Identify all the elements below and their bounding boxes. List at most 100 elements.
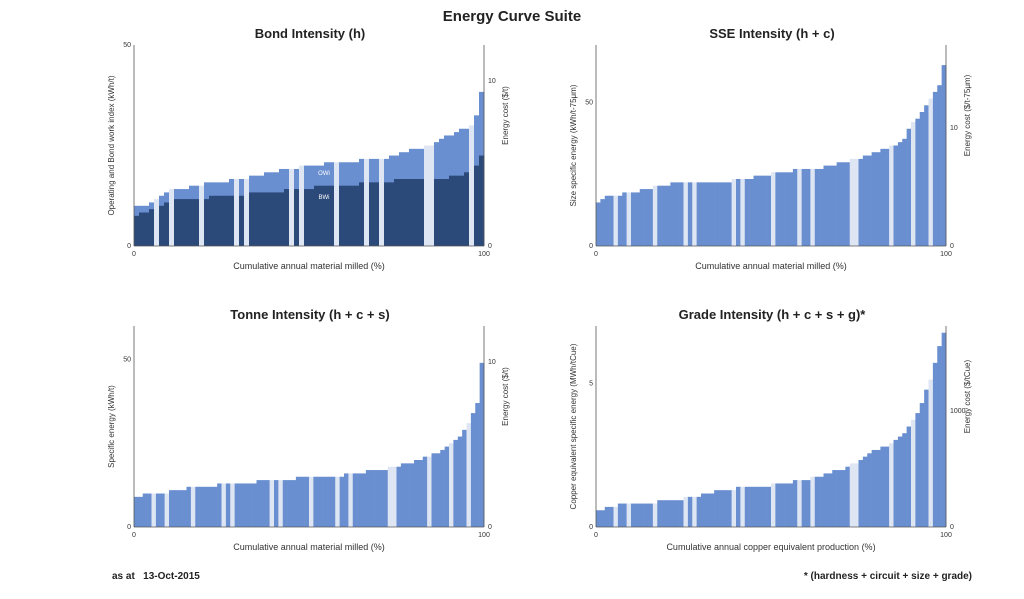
bond-y-tick-zero: 0 <box>127 243 131 250</box>
tonne-series-bar <box>278 480 284 527</box>
tonne-series-bar <box>234 483 240 527</box>
bwi-bar <box>259 192 265 246</box>
grade-series-bar <box>832 470 837 527</box>
tonne-series-bar <box>243 483 249 527</box>
bwi-bar <box>194 199 200 246</box>
bwi-bar <box>429 179 435 246</box>
bwi-bar <box>434 179 440 246</box>
sse-series-bar <box>639 189 645 246</box>
sse-y2-label: Energy cost ($/t-75μm) <box>963 74 972 156</box>
bwi-bar <box>424 179 430 246</box>
bwi-bar <box>254 192 260 246</box>
bwi-bar <box>419 179 425 246</box>
sse-series-bar <box>941 65 947 246</box>
tonne-series-bar <box>239 483 244 527</box>
tonne-series-bar <box>462 429 467 527</box>
bwi-bar <box>149 209 155 246</box>
grade-series-bar <box>626 503 632 527</box>
sse-series-bar <box>757 175 763 246</box>
bwi-bar <box>289 189 295 246</box>
grade-series-bar <box>666 500 671 527</box>
bwi-bar <box>239 195 245 246</box>
sse-series-bar <box>635 192 641 246</box>
sse-series-bar <box>897 142 903 246</box>
tonne-series-bar <box>142 493 148 527</box>
bwi-bar <box>414 179 420 246</box>
grade-series-bar <box>631 503 636 527</box>
tonne-series-bar <box>313 476 319 527</box>
sse-series-bar <box>779 172 785 246</box>
tonne-series-bar <box>361 473 367 527</box>
bwi-bar <box>234 195 240 246</box>
sse-series-bar <box>841 162 846 246</box>
sse-series-bar <box>775 172 781 246</box>
sse-series-bar <box>832 165 837 246</box>
sse-series-bar <box>718 182 724 246</box>
bwi-bar <box>329 185 335 246</box>
grade-y-tick-zero: 0 <box>589 524 593 531</box>
tonne-series-bar <box>274 480 279 527</box>
bwi-bar <box>274 192 280 246</box>
bond-y-label: Operating and Bond work index (kWh/t) <box>107 75 116 215</box>
bwi-series-label: BWi <box>319 195 330 201</box>
grade-series-bar <box>635 503 641 527</box>
bwi-bar <box>304 189 310 246</box>
bwi-bar <box>264 192 270 246</box>
grade-series-bar <box>867 453 872 527</box>
tonne-series-bar <box>300 476 305 527</box>
bwi-bar <box>224 195 230 246</box>
grade-series-bar <box>784 483 789 527</box>
grade-series-bar <box>806 480 811 527</box>
tonne-x-label: Cumulative annual material milled (%) <box>233 542 385 552</box>
sse-series-bar <box>797 168 802 246</box>
tonne-panel-title: Tonne Intensity (h + c + s) <box>230 307 390 322</box>
tonne-y2-label: Energy cost ($/t) <box>501 367 510 426</box>
tonne-series-bar <box>177 490 183 527</box>
tonne-series-bar <box>217 483 222 527</box>
bwi-bar <box>439 179 445 246</box>
sse-series-bar <box>871 152 877 246</box>
grade-series-bar <box>937 346 942 527</box>
sse-series-bar <box>766 175 772 246</box>
grade-x-tick-start: 0 <box>594 532 598 539</box>
grade-series-bar <box>788 483 794 527</box>
sse-series-bar <box>604 195 610 246</box>
tonne-series-bar <box>269 480 275 527</box>
grade-series-bar <box>889 443 894 527</box>
sse-series-bar <box>924 105 929 246</box>
tonne-series-bar <box>186 486 192 527</box>
grade-series-bar <box>911 419 916 527</box>
sse-series-bar <box>631 192 636 246</box>
tonne-y2-tick-top: 10 <box>488 359 496 366</box>
tonne-series-bar <box>409 463 415 527</box>
sse-series-bar <box>771 172 776 246</box>
grade-series-bar <box>648 503 654 527</box>
grade-series-bar <box>609 506 614 527</box>
sse-series-bar <box>819 168 824 246</box>
sse-series-bar <box>880 148 886 246</box>
grade-series-bar <box>722 490 728 527</box>
tonne-series-bar <box>435 453 441 527</box>
tonne-y2-tick-zero: 0 <box>488 524 492 531</box>
sse-series-bar <box>893 145 899 246</box>
bwi-bar <box>449 175 455 246</box>
footer-date-label: as at <box>112 571 135 582</box>
sse-y2-tick-top: 10 <box>950 125 958 132</box>
bwi-bar <box>324 185 330 246</box>
sse-panel-title: SSE Intensity (h + c) <box>709 26 835 41</box>
tonne-series-bar <box>449 443 454 527</box>
sse-series-bar <box>727 182 732 246</box>
bwi-bar <box>314 185 320 246</box>
footer-legend-note: * (hardness + circuit + size + grade) <box>803 571 972 582</box>
bwi-bar <box>154 209 160 246</box>
grade-series-bar <box>854 463 859 527</box>
bwi-bar <box>349 185 355 246</box>
grade-series-bar <box>836 470 842 527</box>
bond-y2-label: Energy cost ($/t) <box>501 86 510 145</box>
grade-y-label: Copper equivalent specific energy (MWh/t… <box>569 343 578 509</box>
bwi-bar <box>354 185 360 246</box>
tonne-series-bar <box>414 460 419 527</box>
tonne-series-bar <box>400 463 406 527</box>
bwi-bar <box>189 199 195 246</box>
tonne-series-bar <box>475 403 480 527</box>
